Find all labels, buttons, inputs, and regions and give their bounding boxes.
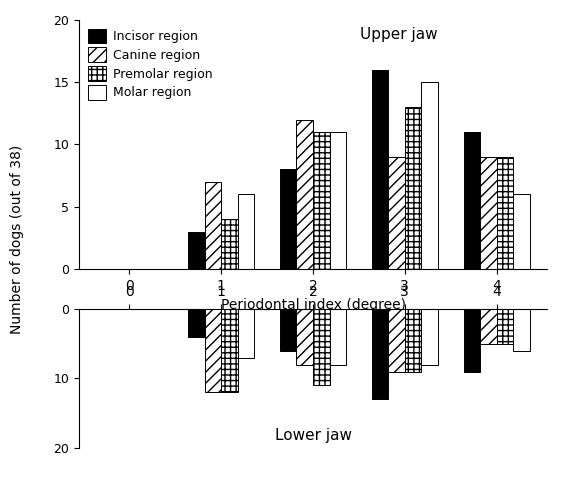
Bar <box>329 132 346 269</box>
Bar <box>388 157 405 269</box>
Bar <box>297 309 313 365</box>
Bar <box>405 309 421 372</box>
Legend: Incisor region, Canine region, Premolar region, Molar region: Incisor region, Canine region, Premolar … <box>85 26 215 102</box>
Bar <box>405 107 421 269</box>
Text: Lower jaw: Lower jaw <box>275 428 351 443</box>
Bar <box>297 120 313 269</box>
Bar <box>329 309 346 365</box>
Bar <box>464 132 480 269</box>
Bar <box>280 309 297 351</box>
Bar <box>421 309 438 365</box>
Bar <box>421 82 438 269</box>
Text: Number of dogs (out of 38): Number of dogs (out of 38) <box>10 144 24 334</box>
Bar <box>313 132 329 269</box>
Bar <box>372 309 388 399</box>
Bar <box>205 309 221 392</box>
Bar <box>280 169 297 269</box>
X-axis label: Periodontal index (degree): Periodontal index (degree) <box>221 298 406 312</box>
Bar <box>221 309 238 392</box>
Bar <box>513 309 530 351</box>
Bar <box>480 157 496 269</box>
Bar <box>188 309 205 337</box>
Bar <box>480 309 496 344</box>
Bar <box>388 309 405 372</box>
Bar <box>221 219 238 269</box>
Bar <box>238 194 254 269</box>
Bar <box>496 157 513 269</box>
Bar <box>496 309 513 344</box>
Bar <box>464 309 480 372</box>
Bar <box>513 194 530 269</box>
Bar <box>205 182 221 269</box>
Text: Upper jaw: Upper jaw <box>360 27 438 42</box>
Bar <box>188 232 205 269</box>
Bar <box>238 309 254 358</box>
Bar <box>372 70 388 269</box>
Bar <box>313 309 329 385</box>
